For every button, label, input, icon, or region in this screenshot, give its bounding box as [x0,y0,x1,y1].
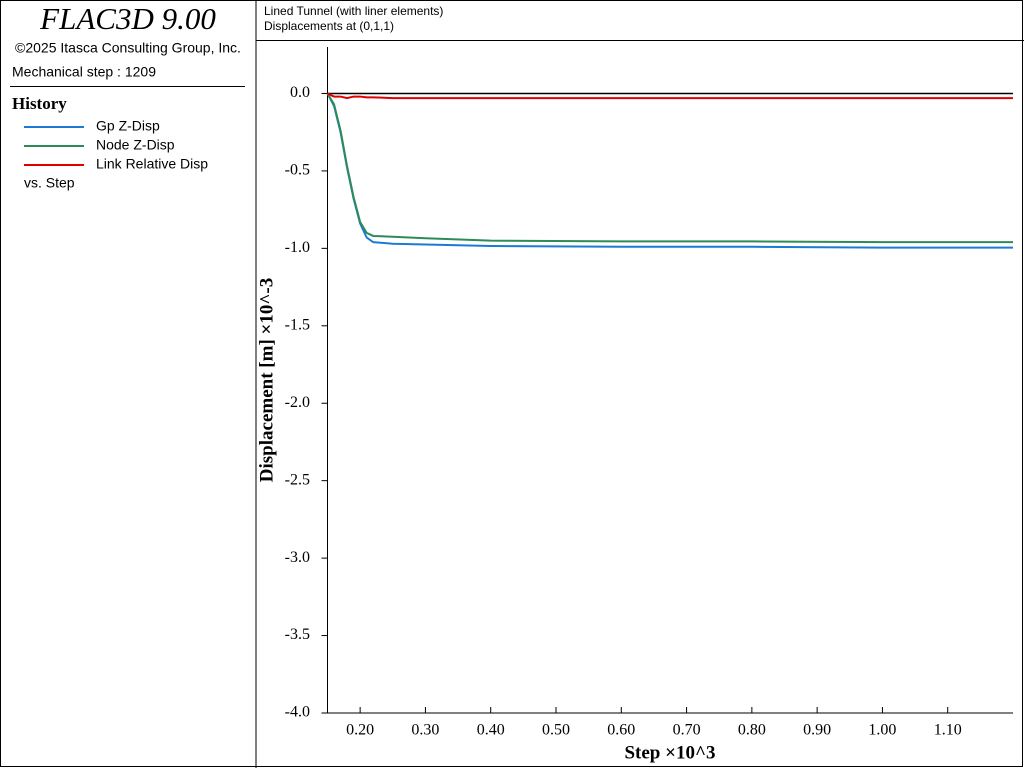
x-tick-label: 0.20 [346,722,374,739]
x-tick-label: 0.40 [477,722,505,739]
x-tick-label: 0.70 [673,722,701,739]
chart-subtitle: Displacements at (0,1,1) [264,19,394,33]
x-tick-label: 1.10 [934,722,962,739]
step: Mechanical step : 1209 [12,64,156,80]
x-tick-label: 0.60 [607,722,635,739]
y-tick-label: 0.0 [290,84,310,101]
series-line [326,92,1013,244]
y-tick-label: -0.5 [285,162,310,179]
y-tick-label: -3.0 [285,549,310,566]
copyright: ©2025 Itasca Consulting Group, Inc. [15,40,241,56]
y-tick-label: -1.0 [285,239,310,256]
series-line [327,92,1013,100]
x-tick-label: 0.50 [542,722,570,739]
legend-label: Link Relative Disp [96,156,208,172]
chart-title: Lined Tunnel (with liner elements) [264,4,443,18]
product: FLAC3D 9.00 [39,1,216,36]
legend-title: History [12,94,67,113]
x-tick-label: 0.80 [738,722,766,739]
x-axis-label: Step ×10^3 [624,742,715,763]
legend-label: Gp Z-Disp [96,118,160,134]
y-tick-label: -2.5 [285,471,310,488]
x-tick-label: 1.00 [868,722,896,739]
legend-footer: vs. Step [24,175,75,191]
x-tick-label: 0.90 [803,722,831,739]
y-tick-label: -1.5 [285,316,310,333]
legend-label: Node Z-Disp [96,137,175,153]
y-tick-label: -3.5 [285,626,310,643]
y-tick-label: -2.0 [285,394,310,411]
y-axis-label: Displacement [m] ×10^-3 [256,278,277,482]
x-tick-label: 0.30 [411,722,439,739]
y-tick-label: -4.0 [285,704,310,721]
